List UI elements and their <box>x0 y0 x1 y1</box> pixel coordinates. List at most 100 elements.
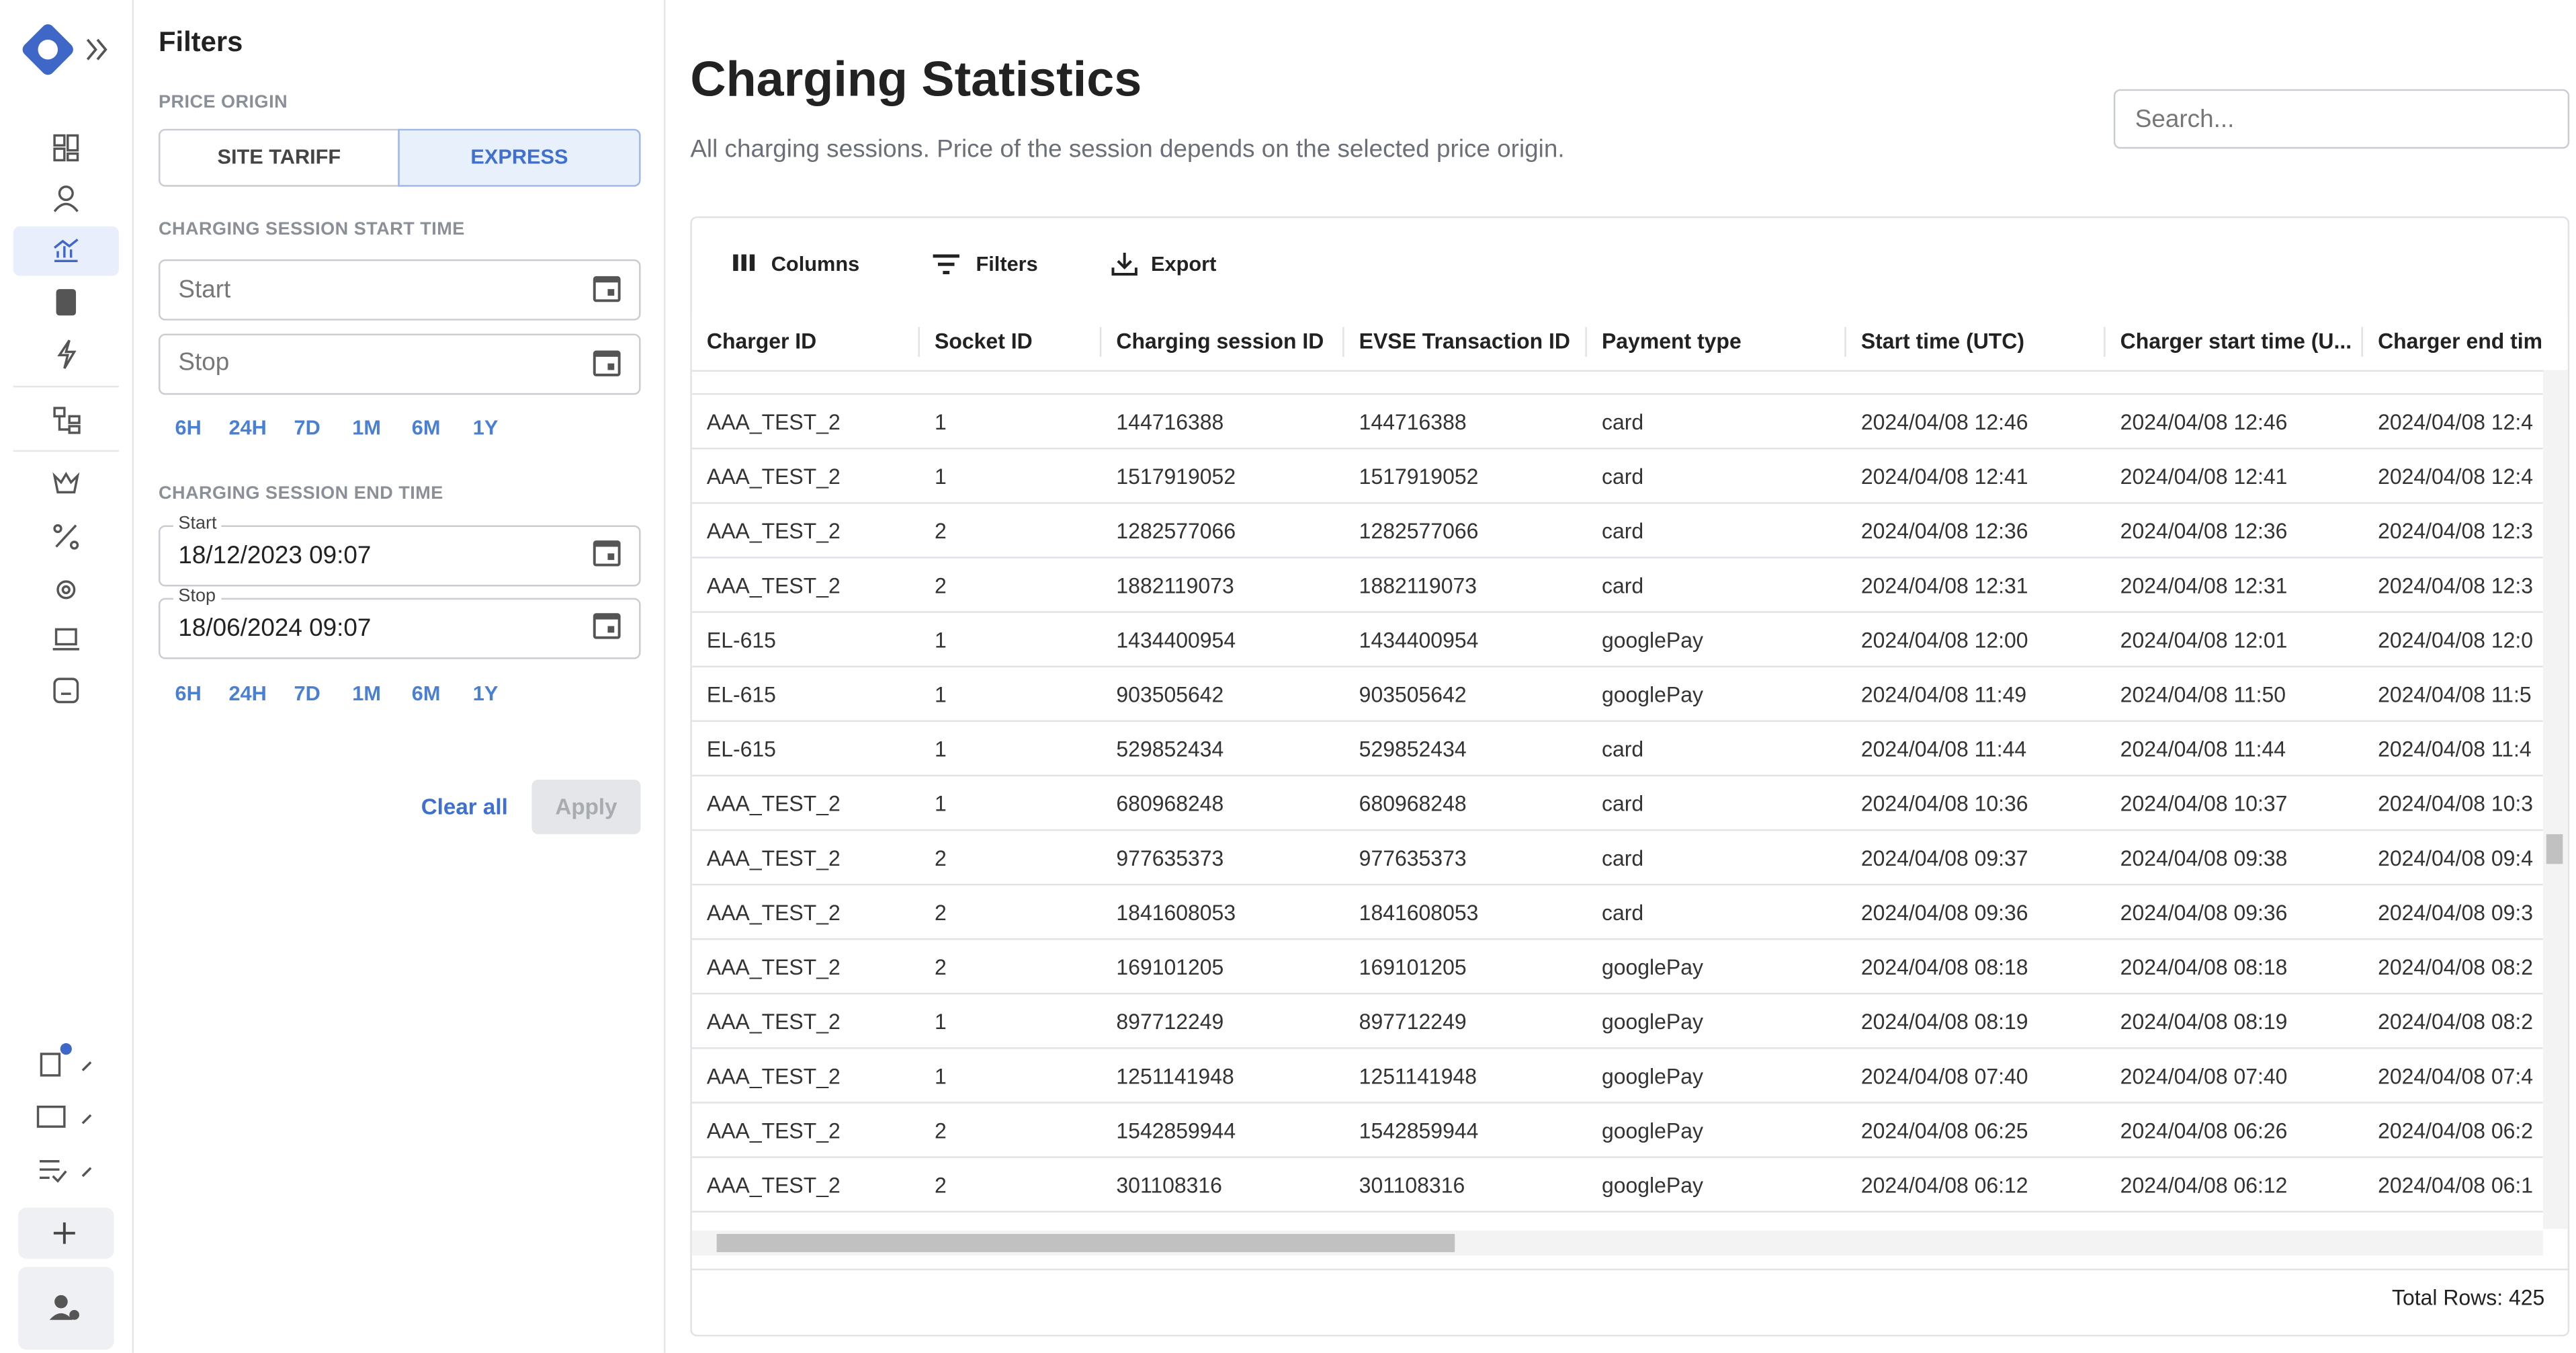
date-input[interactable] <box>158 259 641 321</box>
column-separator <box>1844 327 1846 357</box>
nav-icon[interactable] <box>53 524 79 550</box>
table-cell: 1434400954 <box>1116 627 1236 653</box>
date-input[interactable] <box>158 525 641 587</box>
nav-icon[interactable] <box>39 1160 92 1183</box>
nav-icon[interactable] <box>54 239 79 263</box>
table-cell: googlePay <box>1601 682 1704 707</box>
column-header[interactable]: Socket ID <box>935 329 1033 354</box>
table-row[interactable] <box>691 885 2543 940</box>
nav-icon[interactable] <box>52 628 79 651</box>
table-cell: AAA_TEST_2 <box>706 1172 841 1198</box>
table-cell: 2024/04/08 11:49 <box>1860 682 2027 707</box>
table-cell: 169101205 <box>1116 954 1224 980</box>
table-cell: 2 <box>935 518 947 544</box>
range-chip[interactable]: 6M <box>411 682 441 706</box>
search-input[interactable] <box>2113 89 2570 149</box>
table-cell: 2024/04/08 12:0 <box>2378 627 2534 653</box>
toolbar-button[interactable]: Filters <box>976 253 1038 276</box>
table-row[interactable] <box>691 1104 2543 1158</box>
table-cell: 1 <box>935 464 947 489</box>
nav-icon[interactable] <box>57 339 77 369</box>
range-chip[interactable]: 7D <box>294 416 320 440</box>
table-cell: 1282577066 <box>1116 518 1236 544</box>
table-cell: 2024/04/08 08:18 <box>1860 954 2028 980</box>
column-header[interactable]: EVSE Transaction ID <box>1359 329 1570 354</box>
clear-all-button[interactable]: Clear all <box>421 794 508 820</box>
date-input[interactable] <box>158 598 641 659</box>
table-cell: 2024/04/08 12:00 <box>1860 627 2028 653</box>
table-cell: 2024/04/08 12:4 <box>2378 409 2534 435</box>
nav-icon[interactable] <box>56 580 76 600</box>
table-row[interactable] <box>691 504 2543 559</box>
table-cell: 1 <box>935 1063 947 1089</box>
table-cell: 1 <box>935 627 947 653</box>
horizontal-scrollbar[interactable] <box>691 1230 2543 1256</box>
column-header[interactable]: Start time (UTC) <box>1860 329 2025 354</box>
table-cell: AAA_TEST_2 <box>706 900 841 926</box>
apply-button[interactable]: Apply <box>531 780 641 835</box>
section-label: CHARGING SESSION START TIME <box>158 219 465 240</box>
calendar-icons[interactable] <box>586 264 629 661</box>
nav-icon[interactable] <box>53 134 79 162</box>
vertical-scrollbar[interactable] <box>2542 370 2568 1229</box>
table-row[interactable] <box>691 667 2543 723</box>
date-input[interactable] <box>158 333 641 395</box>
table-cell: card <box>1601 518 1644 544</box>
table-cell: 897712249 <box>1359 1009 1467 1034</box>
column-header[interactable]: Charger ID <box>706 329 817 354</box>
table-cell: AAA_TEST_2 <box>706 791 841 817</box>
table-row[interactable] <box>691 613 2543 667</box>
range-chip[interactable]: 1M <box>352 682 381 706</box>
nav-icon[interactable] <box>36 1105 92 1128</box>
table-cell: 1542859944 <box>1359 1118 1479 1143</box>
nav-icon[interactable] <box>52 472 80 494</box>
nav-icon[interactable] <box>53 678 79 704</box>
range-chip[interactable]: 7D <box>294 682 320 706</box>
toggle-option-selected[interactable]: EXPRESS <box>398 128 641 187</box>
nav-icon[interactable] <box>53 185 79 212</box>
table-row[interactable] <box>691 940 2543 995</box>
column-header[interactable]: Charging session ID <box>1116 329 1324 354</box>
logo[interactable] <box>20 22 108 77</box>
toolbar-button[interactable]: Columns <box>771 253 860 276</box>
table-cell: 1841608053 <box>1116 900 1236 926</box>
table-row[interactable] <box>691 559 2543 613</box>
column-header[interactable]: Payment type <box>1601 329 1742 354</box>
column-header[interactable]: Charger start time (U... <box>2120 329 2352 354</box>
range-chip[interactable]: 24H <box>228 682 267 706</box>
range-chip[interactable]: 1M <box>352 416 381 440</box>
table-row[interactable] <box>691 722 2543 777</box>
table-cell: 897712249 <box>1116 1009 1224 1034</box>
column-separator <box>1585 327 1587 357</box>
range-chip[interactable]: 6M <box>411 416 441 440</box>
table-row[interactable] <box>691 1049 2543 1104</box>
input-label: Stop <box>173 586 221 606</box>
table-row[interactable] <box>691 995 2543 1049</box>
section-label: CHARGING SESSION END TIME <box>158 484 443 504</box>
table-cell: 2024/04/08 09:3 <box>2378 900 2534 926</box>
table-row[interactable] <box>691 1158 2543 1213</box>
range-chip[interactable]: 6H <box>175 682 202 706</box>
toolbar-button[interactable]: Export <box>1151 253 1217 276</box>
table-cell: googlePay <box>1601 627 1704 653</box>
range-chip[interactable]: 24H <box>228 416 267 440</box>
nav-icon[interactable] <box>56 289 77 316</box>
table-row[interactable] <box>691 831 2543 886</box>
toggle-option[interactable]: SITE TARIFF <box>158 128 400 187</box>
user-settings-button[interactable] <box>18 1267 114 1350</box>
section-label: PRICE ORIGIN <box>158 92 288 113</box>
table-row[interactable] <box>691 395 2543 450</box>
nav-icon[interactable] <box>53 407 81 434</box>
table-cell: 2024/04/08 10:36 <box>1860 791 2028 817</box>
table-cell: 2024/04/08 12:46 <box>2120 409 2288 435</box>
input-placeholder: Stop <box>178 348 230 377</box>
total-rows: Total Rows: 425 <box>2391 1285 2545 1310</box>
nav-icon[interactable] <box>40 1053 92 1077</box>
column-header[interactable]: Charger end time ( <box>2378 329 2543 354</box>
range-chip[interactable]: 6H <box>175 416 202 440</box>
table-row[interactable] <box>691 449 2543 504</box>
table-row[interactable] <box>691 776 2543 831</box>
table-cell: 1434400954 <box>1359 627 1479 653</box>
range-chip[interactable]: 1Y <box>472 416 499 440</box>
range-chip[interactable]: 1Y <box>472 682 499 706</box>
